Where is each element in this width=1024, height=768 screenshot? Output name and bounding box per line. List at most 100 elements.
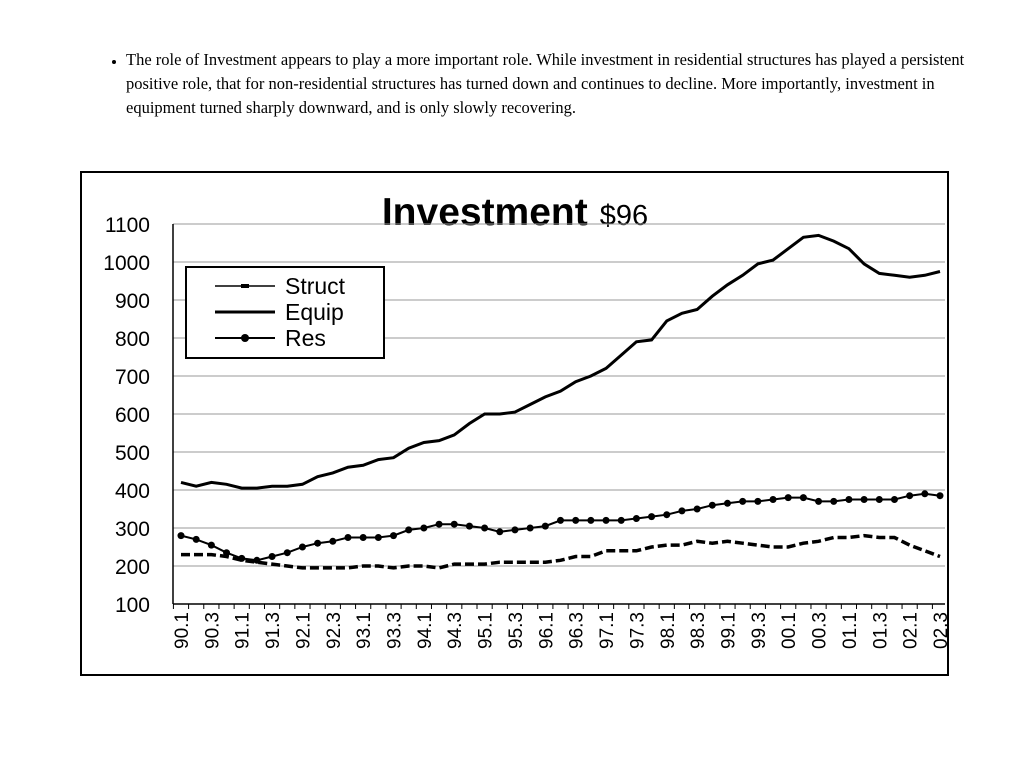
- bullet-list: The role of Investment appears to play a…: [126, 48, 976, 120]
- point: [465, 522, 473, 530]
- point: [663, 511, 671, 519]
- y-tick-label: 900: [115, 290, 150, 313]
- point: [617, 516, 625, 524]
- point: [602, 516, 610, 524]
- point: [845, 496, 853, 503]
- point: [374, 534, 382, 541]
- point: [207, 541, 215, 549]
- point: [511, 526, 519, 534]
- point: [344, 534, 352, 541]
- point: [648, 513, 656, 521]
- x-tick-label: 95.1: [476, 612, 497, 649]
- x-tick-label: 02.3: [931, 612, 952, 649]
- point: [329, 537, 337, 545]
- point: [450, 520, 458, 528]
- x-tick-label: 98.1: [658, 612, 679, 649]
- point: [587, 516, 595, 524]
- y-tick-label: 300: [115, 518, 150, 541]
- y-tick-label: 200: [115, 556, 150, 579]
- x-tick-label: 95.3: [506, 612, 527, 649]
- chart-frame: [80, 171, 949, 676]
- point: [815, 497, 823, 505]
- point: [223, 549, 231, 557]
- x-tick-label: 90.3: [202, 612, 223, 649]
- x-tick-label: 00.3: [810, 612, 831, 649]
- x-tick-label: 94.1: [415, 612, 436, 649]
- point: [799, 494, 807, 502]
- y-tick-label: 700: [115, 366, 150, 389]
- x-tick-label: 93.3: [385, 612, 406, 649]
- x-tick-label: 97.1: [597, 612, 618, 649]
- x-tick-label: 91.1: [233, 612, 254, 649]
- point: [890, 496, 898, 503]
- series-line: [181, 533, 941, 570]
- point: [860, 496, 868, 503]
- x-tick-label: 98.3: [688, 612, 709, 649]
- y-tick-label: 800: [115, 328, 150, 351]
- point: [723, 499, 731, 507]
- y-tick-label: 1000: [103, 252, 150, 275]
- point: [754, 497, 762, 505]
- point: [708, 501, 716, 509]
- point: [693, 505, 701, 513]
- x-tick-label: 02.1: [901, 612, 922, 649]
- x-tick-label: 96.1: [536, 612, 557, 649]
- point: [298, 543, 306, 551]
- point: [481, 524, 489, 532]
- series-line: [180, 492, 941, 562]
- point: [238, 554, 246, 562]
- point: [632, 515, 640, 522]
- point: [390, 532, 398, 540]
- y-tick-label: 100: [115, 594, 150, 617]
- point: [359, 534, 367, 541]
- point: [192, 535, 200, 543]
- x-tick-label: 92.3: [324, 612, 345, 649]
- x-tick-label: 01.3: [870, 612, 891, 649]
- point: [435, 520, 443, 528]
- point: [936, 492, 944, 500]
- bullet-text: The role of Investment appears to play a…: [126, 48, 976, 120]
- point: [314, 539, 322, 547]
- legend-label: Struct: [285, 273, 346, 299]
- point: [557, 516, 564, 524]
- x-tick-label: 01.1: [840, 612, 861, 649]
- point: [875, 496, 883, 503]
- point: [420, 524, 428, 532]
- point: [268, 553, 276, 560]
- point: [526, 524, 534, 532]
- x-tick-label: 91.3: [263, 612, 284, 649]
- point: [253, 556, 261, 564]
- title-main: Investment: [382, 191, 588, 234]
- y-tick-label: 500: [115, 442, 150, 465]
- x-tick-label: 96.3: [567, 612, 588, 649]
- legend-label: Res: [285, 325, 326, 351]
- x-tick-label: 99.1: [718, 612, 739, 649]
- legend-marker: [241, 284, 249, 288]
- x-tick-label: 90.1: [172, 612, 193, 649]
- chart-title: Investment $96: [382, 191, 648, 234]
- point: [739, 497, 747, 505]
- x-tick-label: 92.1: [293, 612, 314, 649]
- x-tick-label: 99.3: [749, 612, 770, 649]
- point: [283, 549, 291, 557]
- y-tick-label: 600: [115, 404, 150, 427]
- x-tick-label: 94.3: [445, 612, 466, 649]
- point: [572, 516, 580, 524]
- point: [921, 490, 929, 498]
- series-line: [180, 233, 941, 490]
- point: [678, 507, 686, 515]
- x-tick-label: 93.1: [354, 612, 375, 649]
- point: [405, 526, 413, 534]
- x-tick-label: 97.3: [627, 612, 648, 649]
- y-tick-label: 400: [115, 480, 150, 503]
- point: [906, 492, 914, 500]
- point: [830, 497, 838, 505]
- legend-marker: [241, 334, 249, 342]
- point: [541, 522, 549, 530]
- point: [177, 532, 185, 540]
- legend-label: Equip: [285, 299, 344, 325]
- title-note: $96: [600, 200, 648, 232]
- point: [496, 528, 504, 536]
